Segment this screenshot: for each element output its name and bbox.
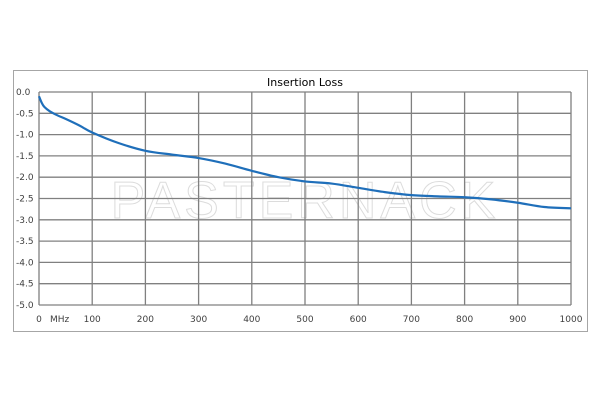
y-tick-label: -5.0 xyxy=(16,301,34,311)
axis-ticks: 0 100 200 300 400 500 600 700 800 900 1000 0.0 -0.5 -… xyxy=(16,88,583,325)
x-tick-label: 100 xyxy=(84,315,101,325)
x-tick-label: 500 xyxy=(296,315,313,325)
x-tick-label: 900 xyxy=(509,315,526,325)
y-tick-label: -3.5 xyxy=(16,237,34,247)
x-tick-label: 300 xyxy=(190,315,207,325)
y-tick-label: 0.0 xyxy=(16,88,31,98)
x-tick-label: 400 xyxy=(243,315,260,325)
x-tick-label: 700 xyxy=(403,315,420,325)
x-tick-label: 1000 xyxy=(560,315,583,325)
x-tick-label: 200 xyxy=(137,315,154,325)
y-tick-label: -1.0 xyxy=(16,131,34,141)
y-tick-label: -1.5 xyxy=(16,152,34,162)
y-tick-label: -2.5 xyxy=(16,195,34,205)
chart-title: Insertion Loss xyxy=(267,76,343,89)
y-tick-label: -2.0 xyxy=(16,173,34,183)
x-axis-label: MHz xyxy=(50,315,70,325)
y-tick-label: -4.5 xyxy=(16,280,34,290)
y-tick-label: -3.0 xyxy=(16,216,34,226)
series-line-insertion-loss xyxy=(37,95,572,210)
y-tick-label: -4.0 xyxy=(16,258,34,268)
grid xyxy=(38,91,572,306)
x-tick-label: 0 xyxy=(36,315,42,325)
x-tick-label: 800 xyxy=(456,315,473,325)
x-tick-label: 600 xyxy=(350,315,367,325)
y-tick-label: -0.5 xyxy=(16,109,34,119)
